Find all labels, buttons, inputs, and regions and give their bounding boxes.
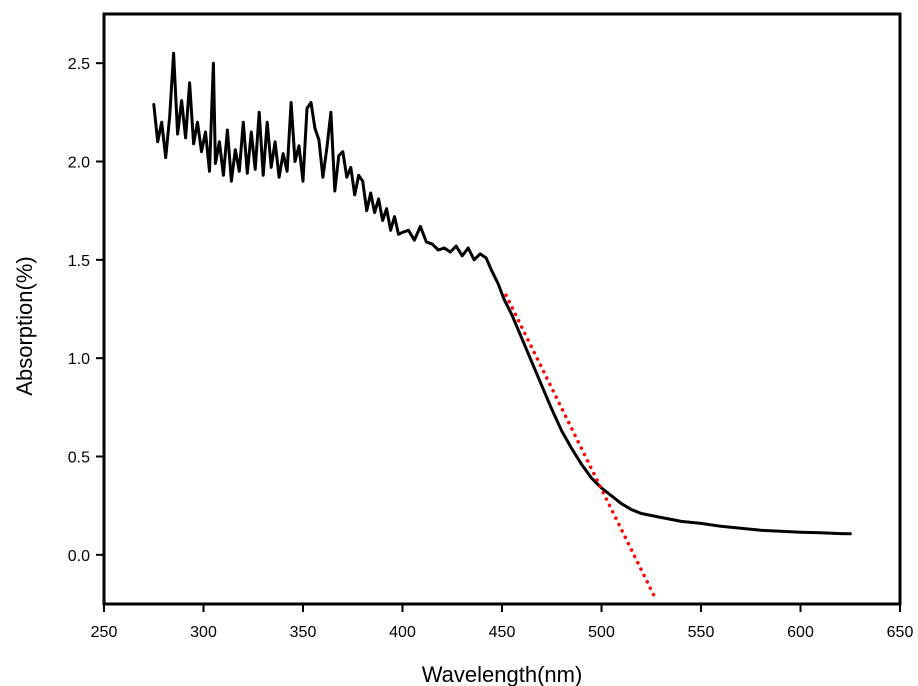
- x-tick-label: 350: [290, 624, 317, 641]
- y-tick-label: 1.0: [68, 351, 90, 368]
- x-tick-label: 450: [489, 624, 516, 641]
- absorption-series-line: [152, 51, 852, 536]
- y-axis-title: Absorption(%): [12, 256, 37, 395]
- x-tick-label: 600: [787, 624, 814, 641]
- y-tick-label: 0.5: [68, 450, 90, 467]
- x-tick-label: 250: [91, 624, 118, 641]
- y-tick-label: 2.0: [68, 155, 90, 172]
- y-tick-label: 2.5: [68, 56, 90, 73]
- x-tick-label: 650: [887, 624, 914, 641]
- series-layer: [152, 51, 852, 600]
- x-tick-label: 550: [688, 624, 715, 641]
- y-tick-label: 1.5: [68, 253, 90, 270]
- y-axis-ticks: 0.0 0.5 1.0 1.5 2.0 2.5: [68, 56, 104, 565]
- x-tick-label: 500: [588, 624, 615, 641]
- x-tick-label: 400: [389, 624, 416, 641]
- x-axis-ticks: 250 300 350 400 450 500 550 600 650: [91, 604, 914, 641]
- y-tick-label: 0.0: [68, 548, 90, 565]
- tangent-fit-line: [504, 293, 657, 600]
- x-tick-label: 300: [190, 624, 217, 641]
- x-axis-title: Wavelength(nm): [422, 662, 583, 686]
